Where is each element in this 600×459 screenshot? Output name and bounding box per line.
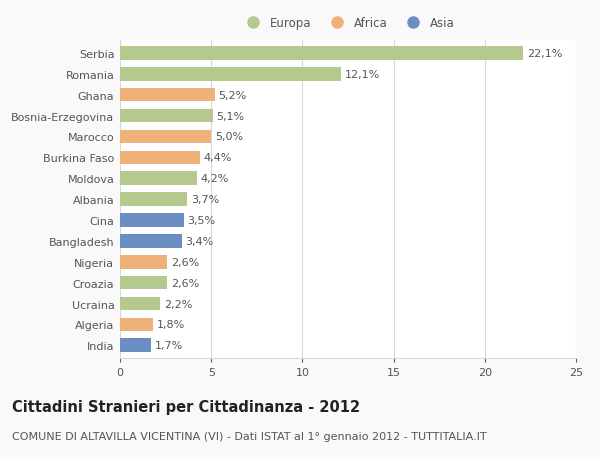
- Text: Cittadini Stranieri per Cittadinanza - 2012: Cittadini Stranieri per Cittadinanza - 2…: [12, 399, 360, 414]
- Bar: [120, 297, 160, 311]
- Text: 4,2%: 4,2%: [200, 174, 229, 184]
- Bar: [120, 235, 182, 248]
- Bar: [120, 318, 153, 331]
- Text: 4,4%: 4,4%: [204, 153, 232, 163]
- Text: 3,4%: 3,4%: [185, 236, 214, 246]
- Text: 12,1%: 12,1%: [344, 70, 380, 80]
- Bar: [120, 193, 187, 207]
- Text: 3,5%: 3,5%: [187, 216, 215, 225]
- Bar: [120, 68, 341, 81]
- Text: 2,6%: 2,6%: [171, 278, 199, 288]
- Bar: [120, 130, 211, 144]
- Bar: [120, 276, 167, 290]
- Bar: [120, 214, 184, 227]
- Text: COMUNE DI ALTAVILLA VICENTINA (VI) - Dati ISTAT al 1° gennaio 2012 - TUTTITALIA.: COMUNE DI ALTAVILLA VICENTINA (VI) - Dat…: [12, 431, 487, 442]
- Bar: [120, 172, 197, 185]
- Text: 1,8%: 1,8%: [157, 319, 185, 330]
- Text: 3,7%: 3,7%: [191, 195, 220, 205]
- Text: 2,6%: 2,6%: [171, 257, 199, 267]
- Text: 5,0%: 5,0%: [215, 132, 243, 142]
- Text: 1,7%: 1,7%: [155, 341, 183, 351]
- Text: 5,1%: 5,1%: [217, 112, 245, 121]
- Bar: [120, 255, 167, 269]
- Bar: [120, 47, 523, 61]
- Text: 2,2%: 2,2%: [164, 299, 192, 309]
- Bar: [120, 110, 213, 123]
- Bar: [120, 89, 215, 102]
- Bar: [120, 151, 200, 165]
- Legend: Europa, Africa, Asia: Europa, Africa, Asia: [239, 15, 457, 32]
- Bar: [120, 339, 151, 353]
- Text: 5,2%: 5,2%: [218, 90, 247, 101]
- Text: 22,1%: 22,1%: [527, 49, 562, 59]
